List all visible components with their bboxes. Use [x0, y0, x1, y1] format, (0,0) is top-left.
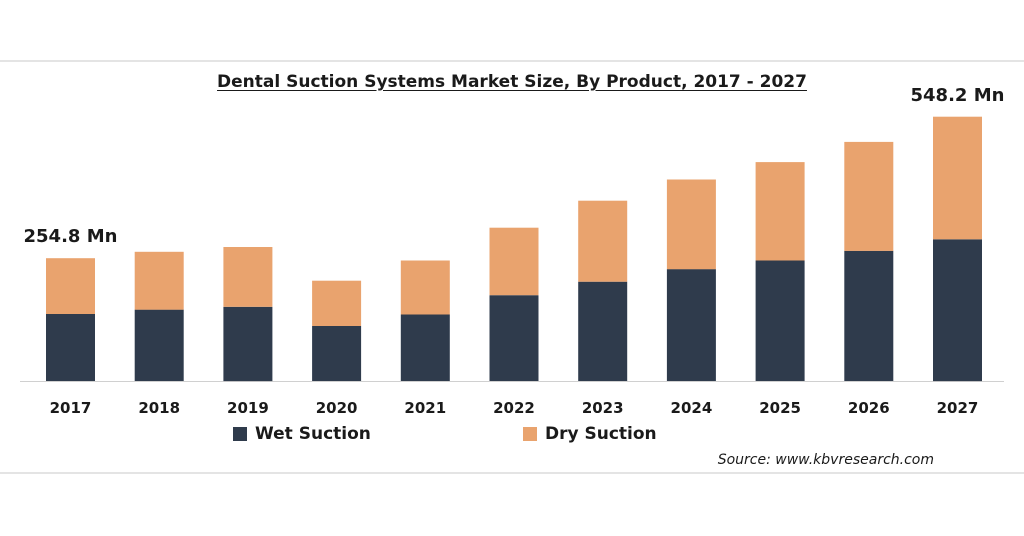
legend-swatch-wet: [233, 427, 247, 441]
legend-swatch-dry: [523, 427, 537, 441]
bar-dry-2025: [755, 162, 805, 261]
x-tick-2025: 2025: [759, 399, 801, 417]
bar-dry-2020: [312, 280, 362, 326]
bar-dry-2021: [400, 260, 450, 315]
x-tick-2027: 2027: [937, 399, 979, 417]
chart-title-text: Dental Suction Systems Market Size, By P…: [217, 72, 807, 92]
bar-dry-2019: [223, 247, 273, 307]
bar-dry-2018: [134, 251, 184, 310]
bar-wet-2019: [223, 306, 273, 382]
chart-title: Dental Suction Systems Market Size, By P…: [0, 72, 1024, 92]
bar-dry-2023: [578, 200, 628, 282]
legend-label-wet: Wet Suction: [255, 424, 371, 444]
bar-dry-2026: [844, 141, 894, 251]
bar-wet-2021: [400, 314, 450, 381]
bar-dry-2024: [666, 179, 716, 270]
x-tick-2019: 2019: [227, 399, 269, 417]
bar-wet-2017: [46, 314, 95, 381]
x-tick-2021: 2021: [404, 399, 446, 417]
total-label-2027: 548.2 Mn: [910, 84, 1005, 106]
total-label-2017: 254.8 Mn: [23, 226, 118, 248]
top-divider: [0, 60, 1024, 62]
bar-wet-2020: [312, 326, 362, 381]
bottom-divider: [0, 472, 1024, 474]
bar-wet-2025: [755, 260, 805, 381]
x-tick-2020: 2020: [316, 399, 358, 417]
x-tick-2024: 2024: [671, 399, 713, 417]
bar-wet-2027: [933, 239, 982, 382]
bar-wet-2023: [578, 281, 628, 381]
x-tick-2017: 2017: [50, 399, 92, 417]
bar-wet-2022: [489, 295, 539, 381]
legend-item-dry-suction: Dry Suction: [523, 424, 657, 444]
x-tick-2023: 2023: [582, 399, 624, 417]
x-tick-2022: 2022: [493, 399, 535, 417]
x-tick-2026: 2026: [848, 399, 890, 417]
bar-dry-2027: [933, 116, 982, 240]
bar-wet-2026: [844, 250, 894, 381]
legend-item-wet-suction: Wet Suction: [233, 424, 371, 444]
x-tick-2018: 2018: [138, 399, 180, 417]
bar-dry-2017: [46, 258, 95, 314]
bar-wet-2024: [666, 269, 716, 381]
bar-dry-2022: [489, 227, 539, 296]
bar-wet-2018: [134, 309, 184, 381]
source-citation: Source: www.kbvresearch.com: [717, 452, 934, 468]
legend-label-dry: Dry Suction: [545, 424, 657, 444]
